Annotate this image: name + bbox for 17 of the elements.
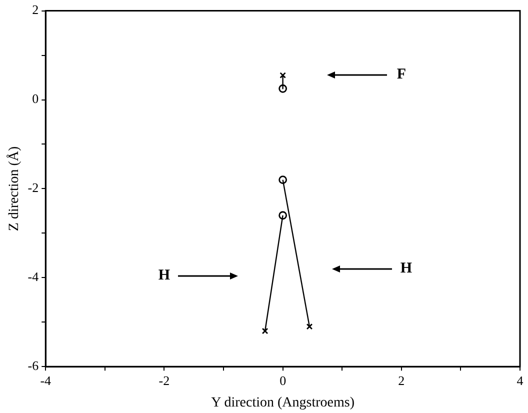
x-tick-label: 2 [398, 372, 405, 388]
annotation: H [400, 260, 412, 277]
x-tick-label: 4 [516, 372, 524, 388]
y-axis-title: Z direction (Å) [6, 146, 22, 232]
x-tick-label: -2 [158, 372, 170, 388]
point [306, 323, 313, 330]
point [262, 328, 268, 334]
annotation: F [396, 66, 406, 83]
y-tick-label: -2 [28, 180, 39, 196]
point [280, 72, 286, 78]
annotation: H [158, 268, 170, 284]
x-axis-title: Y direction (Angstroems) [211, 395, 355, 410]
y-tick-label: 0 [32, 91, 39, 106]
y-tick-label: 2 [32, 2, 39, 18]
x-tick-label: 0 [280, 372, 286, 388]
y-tick-label: -6 [28, 358, 40, 374]
y-tick-label: -4 [28, 269, 40, 284]
